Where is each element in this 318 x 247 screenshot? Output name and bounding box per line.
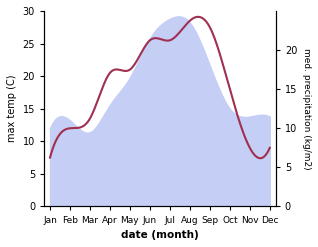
Y-axis label: med. precipitation (kg/m2): med. precipitation (kg/m2) <box>302 48 311 169</box>
X-axis label: date (month): date (month) <box>121 230 199 240</box>
Y-axis label: max temp (C): max temp (C) <box>7 75 17 143</box>
